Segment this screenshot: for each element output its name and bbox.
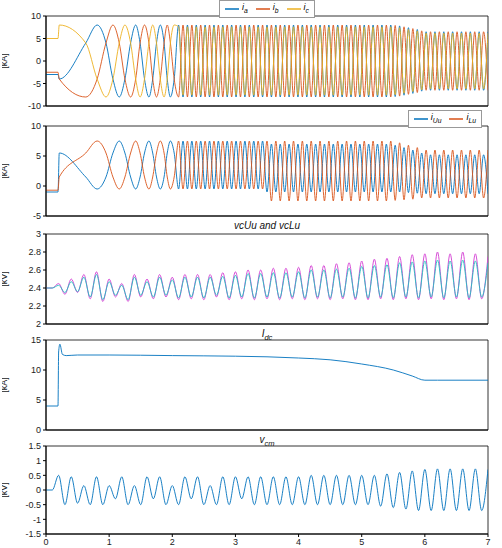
svg-text:4: 4 [296, 537, 301, 547]
svg-text:-1: -1 [33, 515, 41, 525]
svg-text:[kA]: [kA] [8, 53, 9, 69]
svg-text:3: 3 [233, 537, 238, 547]
html-text:ib: ib [272, 2, 279, 14]
svg-text:[kV]: [kV] [8, 271, 9, 287]
svg-text:[kA]: [kA] [8, 163, 9, 179]
html-text:ic: ic [303, 2, 309, 14]
html-text:vcUu and vcLu: vcUu and vcLu [233, 220, 301, 231]
svg-text:7: 7 [485, 537, 490, 547]
svg-text:5: 5 [36, 34, 41, 44]
html-text:Idc: Idc [261, 328, 273, 342]
svg-text:5: 5 [36, 395, 41, 405]
svg-text:5: 5 [359, 537, 364, 547]
svg-text:-5: -5 [33, 211, 41, 220]
svg-text:0: 0 [36, 181, 41, 191]
svg-text:5: 5 [36, 151, 41, 161]
svg-text:3: 3 [36, 229, 41, 239]
svg-text:0.5: 0.5 [28, 471, 41, 481]
svg-text:2: 2 [170, 537, 175, 547]
svg-text:2.6: 2.6 [28, 265, 41, 275]
svg-text:1: 1 [107, 537, 112, 547]
svg-text:2.2: 2.2 [28, 301, 41, 311]
svg-text:-5: -5 [33, 79, 41, 89]
svg-text:-1.5: -1.5 [25, 529, 41, 539]
svg-text:[kA]: [kA] [8, 377, 9, 393]
svg-text:10: 10 [31, 365, 41, 375]
svg-text:1.5: 1.5 [28, 441, 41, 451]
svg-text:0: 0 [36, 425, 41, 434]
html-text:iLu: iLu [466, 112, 476, 124]
svg-text:15: 15 [31, 335, 41, 345]
svg-text:-10: -10 [28, 101, 41, 110]
svg-text:2: 2 [36, 319, 41, 328]
svg-text:-0.5: -0.5 [25, 500, 41, 510]
svg-text:1: 1 [36, 456, 41, 466]
svg-text:2.4: 2.4 [28, 283, 41, 293]
html-text:iUu: iUu [430, 112, 442, 124]
svg-text:0: 0 [36, 56, 41, 66]
svg-text:2.8: 2.8 [28, 247, 41, 257]
svg-text:[kV]: [kV] [8, 482, 9, 498]
svg-text:10: 10 [31, 11, 41, 21]
svg-text:0: 0 [43, 537, 48, 547]
svg-text:6: 6 [422, 537, 427, 547]
svg-text:0: 0 [36, 485, 41, 495]
html-text:vcm: vcm [259, 434, 275, 448]
html-text:ia: ia [242, 2, 248, 14]
svg-text:10: 10 [31, 121, 41, 131]
